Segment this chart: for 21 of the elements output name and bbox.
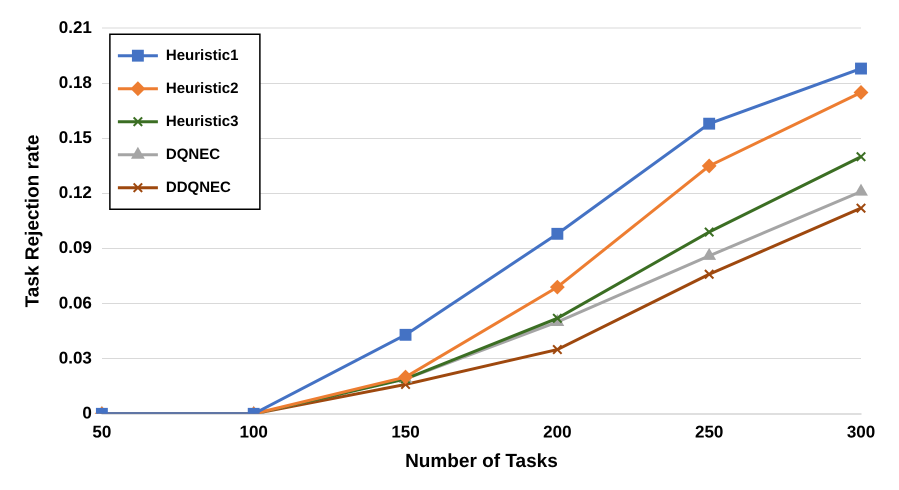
y-tick-label: 0.21 xyxy=(58,18,92,37)
x-tick-label: 200 xyxy=(543,422,572,442)
x-tick-label: 250 xyxy=(694,422,724,442)
x-tick-label: 150 xyxy=(391,422,420,442)
y-tick-label: 0.15 xyxy=(58,128,92,148)
y-tick-label: 0 xyxy=(82,403,92,422)
legend-label: DDQNEC xyxy=(166,178,232,196)
y-tick-label: 0.18 xyxy=(58,72,92,92)
y-tick-label: 0.03 xyxy=(58,348,92,368)
x-tick-label: 300 xyxy=(846,422,876,442)
y-tick-label: 0.06 xyxy=(58,293,92,312)
x-tick-label: 100 xyxy=(240,422,268,442)
x-tick-label: 50 xyxy=(92,422,112,442)
legend-label: DQNEC xyxy=(166,146,220,163)
y-tick-label: 0.12 xyxy=(58,183,92,202)
y-axis-title: Task Rejection rate xyxy=(22,134,44,308)
y-tick-label: 0.09 xyxy=(58,238,92,258)
legend-label: Heuristic2 xyxy=(166,80,238,97)
legend-label: Heuristic3 xyxy=(166,112,238,130)
x-axis-title: Number of Tasks xyxy=(405,450,558,472)
legend-label: Heuristic1 xyxy=(166,46,238,64)
